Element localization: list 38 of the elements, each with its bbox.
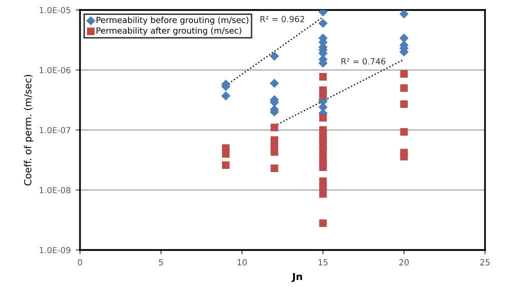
point [318,18,328,28]
y-axis-title: Coeff. of perm. (m/sec) [24,74,34,186]
legend-label: Permeability after grouting (m/sec) [96,27,242,36]
point [400,128,408,136]
point [319,190,327,198]
point [400,100,408,108]
y-tick-label: 1.0E-06 [40,66,70,74]
point [270,124,278,132]
x-tick-label: 25 [480,259,490,266]
x-tick-label: 20 [399,259,409,266]
point [319,163,327,171]
point [270,148,278,156]
legend-label: Permeability before grouting (m/sec) [96,16,248,25]
annotation: R² = 0.746 [341,58,386,64]
point [222,161,230,169]
point [400,84,408,92]
x-axis-title: Jn [292,272,302,282]
point [270,164,278,172]
point [400,152,408,160]
point [319,219,327,227]
point [319,114,327,122]
point [319,73,327,81]
y-tick-label: 1.0E-07 [40,126,70,134]
x-tick-label: 10 [238,259,247,266]
annotation: R² = 0.962 [260,16,304,22]
point [319,91,327,100]
point [400,70,408,78]
point [222,150,230,158]
point [399,10,409,19]
y-tick-label: 1.0E-08 [40,186,70,194]
y-tick-label: 1.0E-09 [40,246,70,254]
point [270,52,280,61]
x-tick-label: 0 [78,259,82,266]
point [221,91,230,101]
point [270,78,280,88]
x-tick-label: 15 [318,259,328,266]
x-tick-label: 5 [158,259,163,266]
y-tick-label: 1.0E-05 [40,6,70,14]
